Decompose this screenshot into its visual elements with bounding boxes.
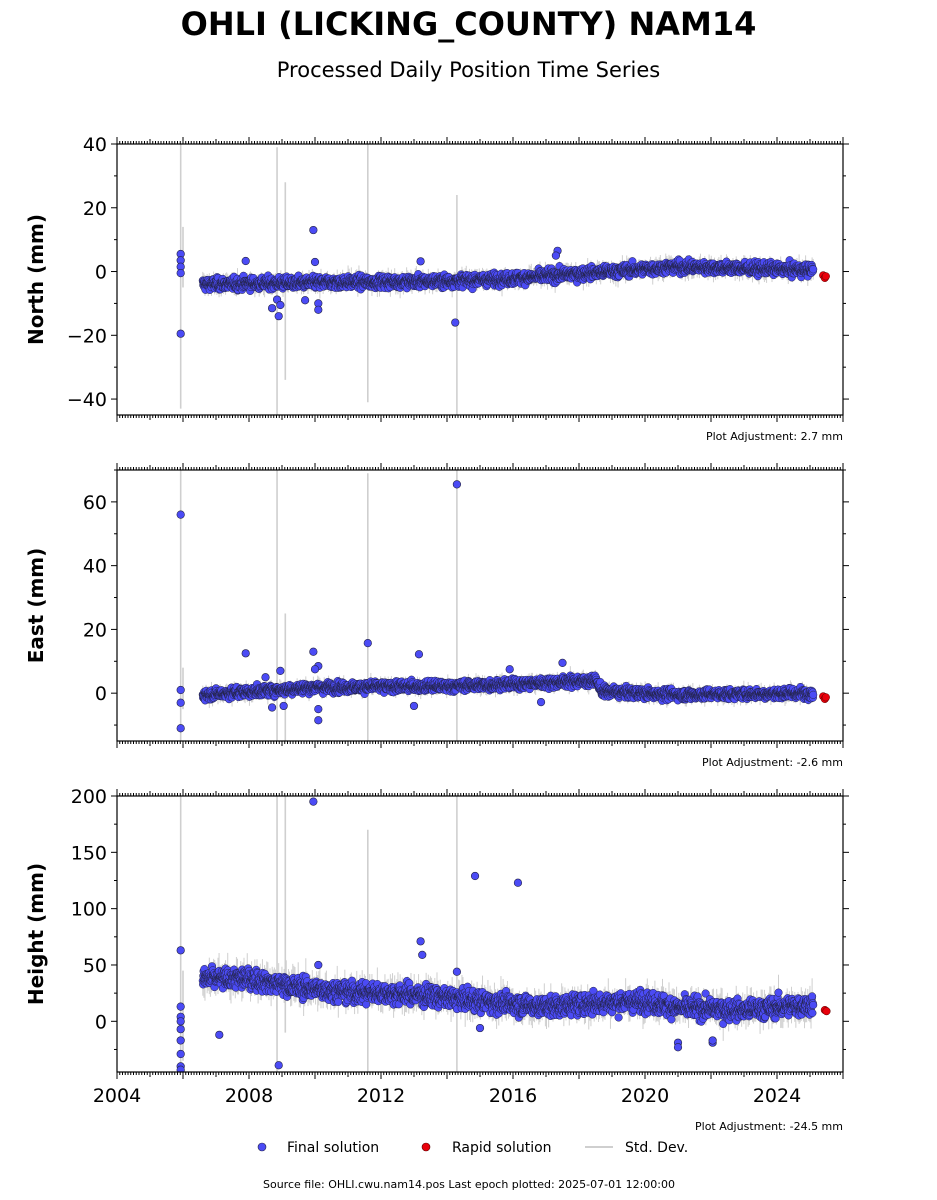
- final-point: [176, 329, 185, 338]
- final-point: [309, 225, 318, 235]
- final-point: [314, 305, 323, 314]
- final-point: [451, 318, 460, 327]
- y-axis-label: North (mm): [24, 214, 48, 345]
- plot-area: [176, 470, 830, 741]
- y-tick-label: −20: [67, 325, 107, 347]
- panel-1: −40 −20 0 20 40 North (mm) Plot Adjustment: 2.…: [24, 134, 849, 443]
- rapid-point: [821, 272, 830, 281]
- final-point: [809, 265, 818, 274]
- y-tick-label: 20: [83, 198, 107, 220]
- y-tick-label: 0: [95, 262, 107, 284]
- final-point: [416, 257, 425, 266]
- final-point: [310, 257, 320, 267]
- y-tick-label: −40: [67, 389, 107, 411]
- plot-area: [176, 144, 830, 415]
- final-point: [276, 300, 285, 310]
- title: OHLI (LICKING_COUNTY) NAM14: [180, 5, 757, 43]
- y-tick-label: 40: [83, 134, 107, 156]
- final-point: [301, 296, 310, 305]
- final-point: [268, 304, 277, 313]
- final-point: [274, 312, 283, 321]
- final-point: [551, 251, 561, 260]
- final-point: [241, 256, 250, 266]
- plot-adjustment: Plot Adjustment: 2.7 mm: [706, 430, 843, 443]
- subtitle: Processed Daily Position Time Series: [276, 58, 661, 82]
- final-point: [176, 269, 185, 278]
